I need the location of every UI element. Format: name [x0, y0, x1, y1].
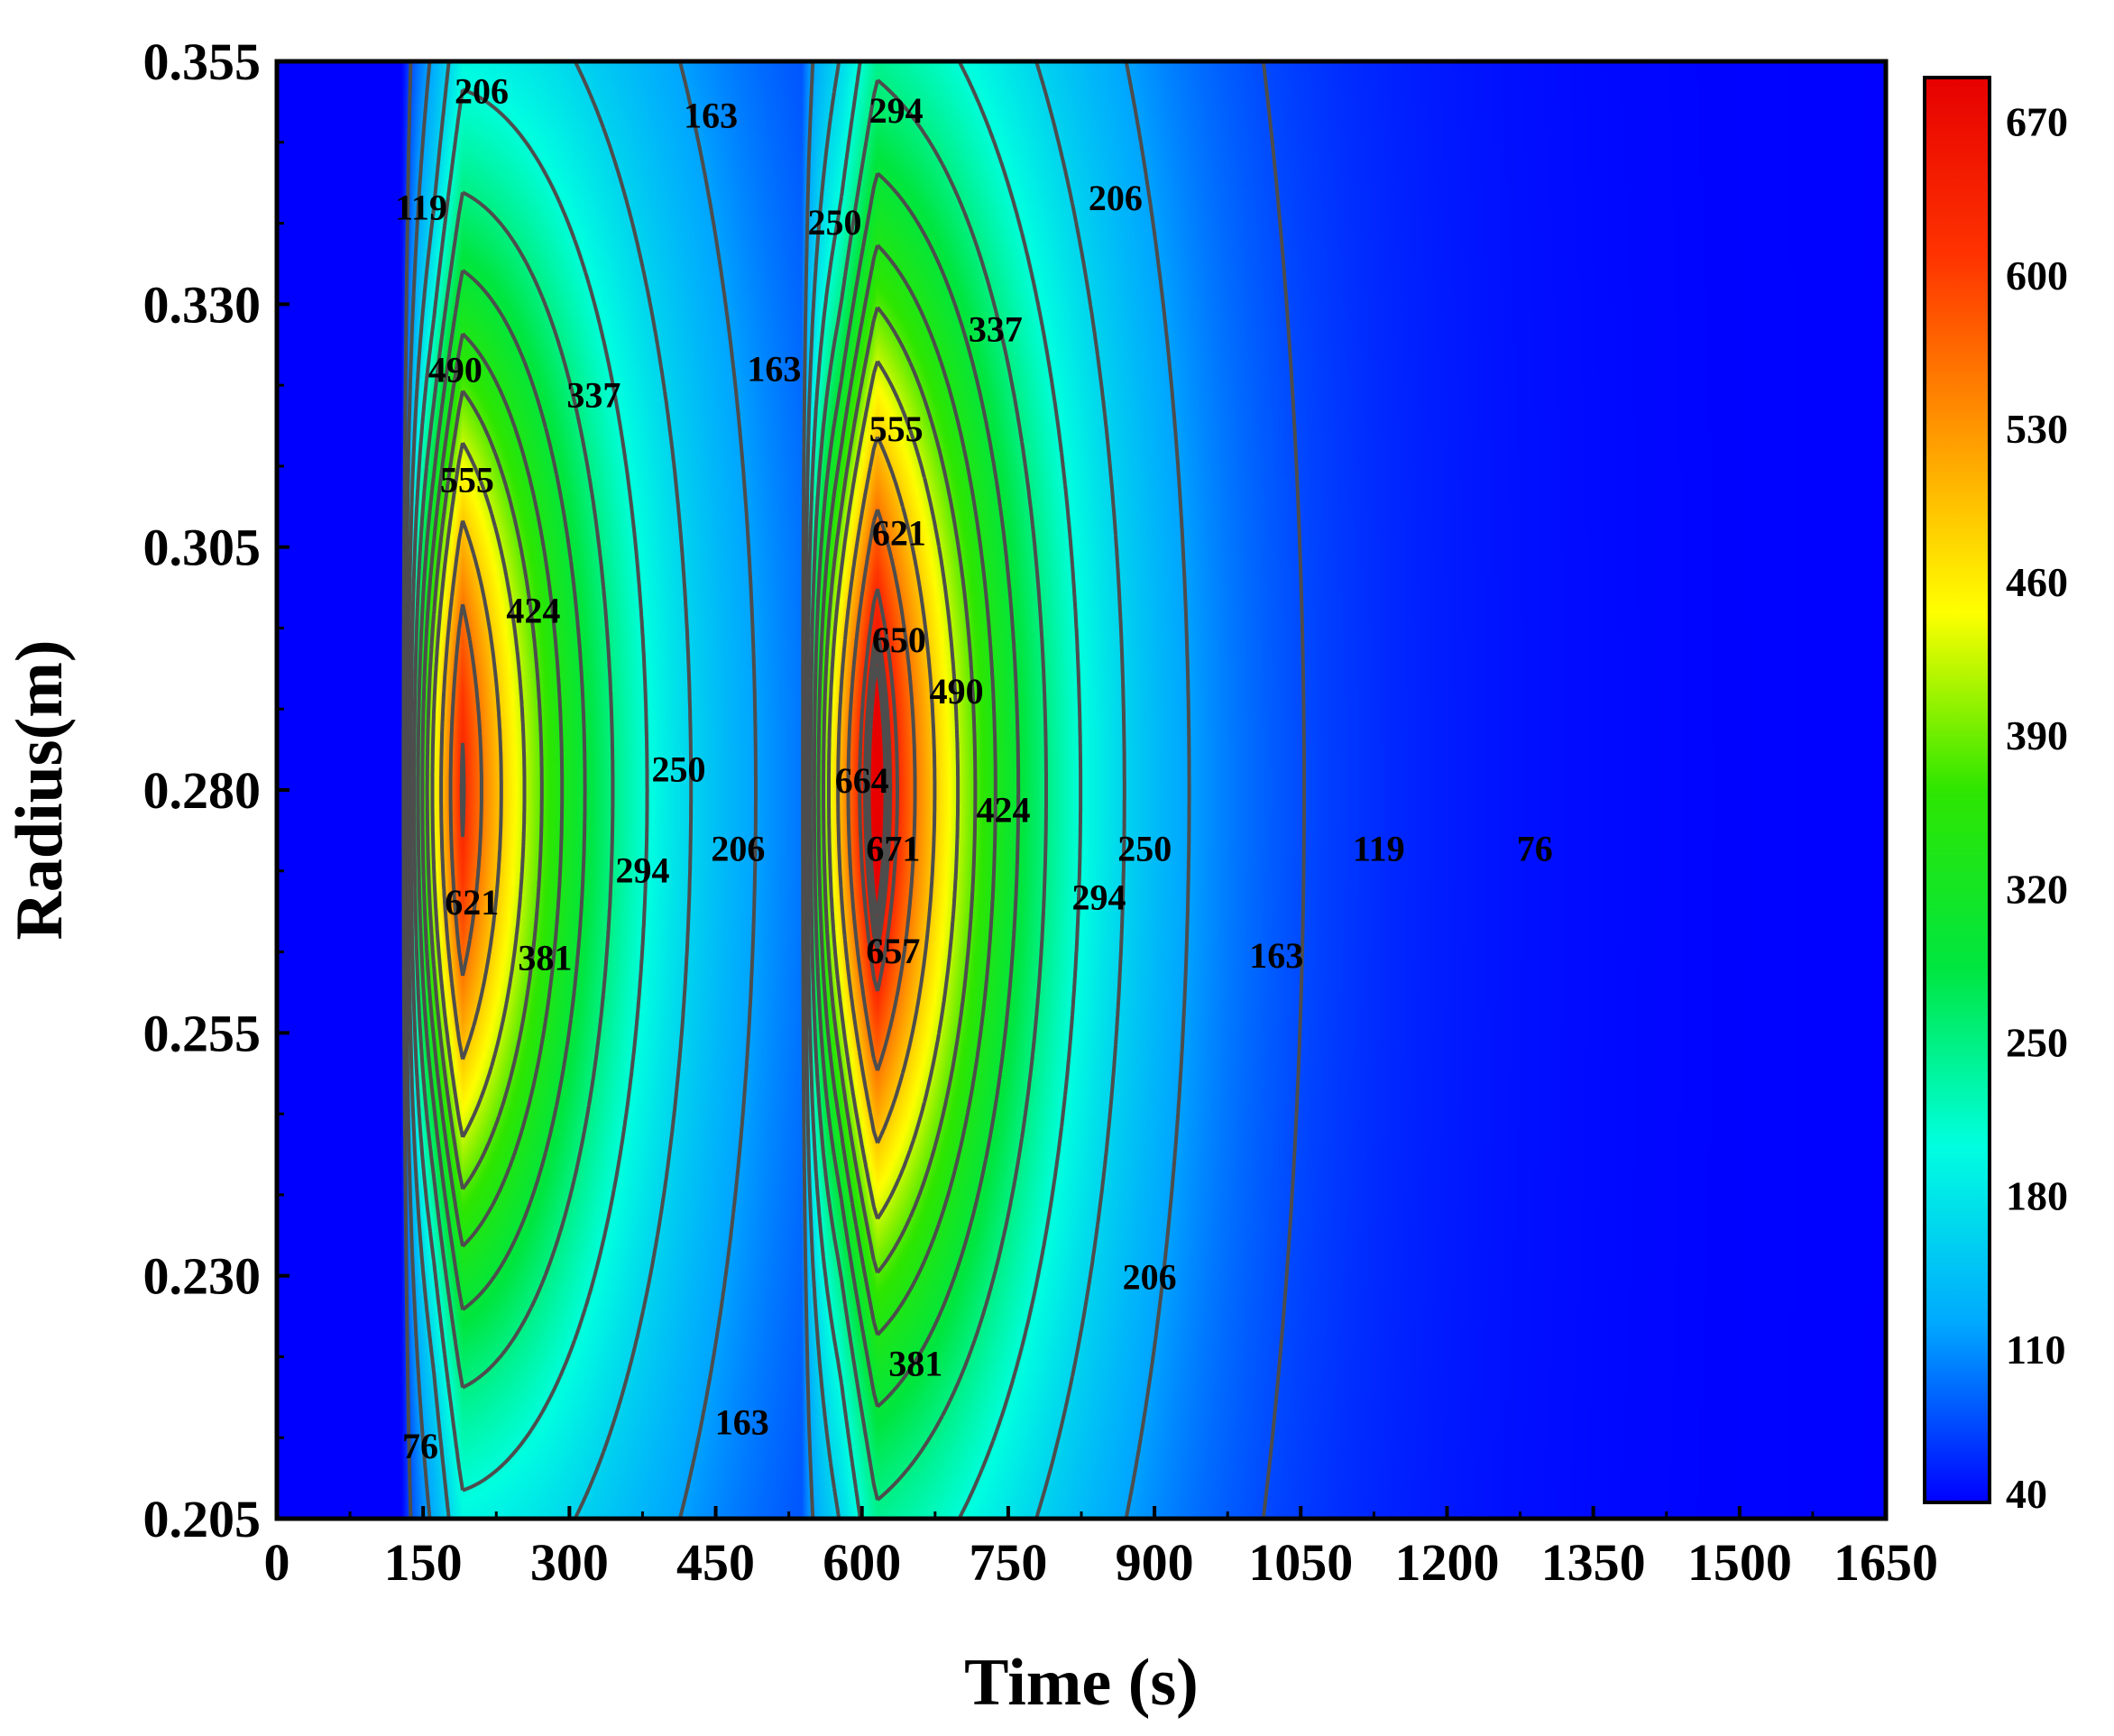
colorbar-ticks: 40 110 180 250 320 390 460 530 600 670 [2006, 99, 2068, 1517]
x-tick-label: 0 [264, 1533, 290, 1592]
x-tick-label: 600 [823, 1533, 901, 1592]
contour-line-119 [404, 62, 1191, 1518]
contour-line-621 [459, 588, 899, 992]
x-tick-label: 1050 [1248, 1533, 1353, 1592]
contour-label: 163 [684, 95, 738, 135]
contour-label: 671 [866, 829, 920, 869]
x-tick-label: 1500 [1687, 1533, 1792, 1592]
contour-label: 424 [506, 591, 560, 631]
colorbar-tick-label: 110 [2006, 1327, 2065, 1373]
x-tick-label: 1350 [1541, 1533, 1646, 1592]
contour-label: 76 [1517, 829, 1553, 869]
contour-label: 424 [977, 790, 1031, 831]
contour-label: 621 [872, 513, 926, 554]
contour-label: 76 [402, 1426, 438, 1466]
contour-line-337 [420, 243, 997, 1336]
x-tick-label: 300 [530, 1533, 609, 1592]
contour-label: 555 [869, 409, 924, 449]
contour-label: 163 [747, 348, 801, 389]
colorbar-tick-label: 180 [2006, 1173, 2068, 1219]
y-axis-title: Radius(m) [3, 639, 77, 940]
contour-label: 206 [455, 70, 509, 111]
contour-line-490 [439, 436, 937, 1144]
contour-label: 163 [1249, 935, 1303, 976]
y-axis: 0.205 0.230 0.255 0.280 0.305 0.330 0.355 [143, 32, 290, 1548]
x-tick-label: 1650 [1834, 1533, 1938, 1592]
x-tick-label: 900 [1116, 1533, 1194, 1592]
contour-label: 250 [1117, 829, 1172, 869]
contour-label: 555 [440, 459, 494, 500]
contour-label: 163 [715, 1401, 769, 1442]
y-tick-label: 0.305 [143, 519, 262, 577]
colorbar: 40 110 180 250 320 390 460 530 600 670 [1923, 76, 2068, 1517]
contour-line-381 [425, 306, 978, 1274]
colorbar-gradient [1923, 76, 1991, 1504]
y-tick-label: 0.355 [143, 32, 262, 91]
y-tick-label: 0.230 [143, 1247, 262, 1306]
contour-line-163 [406, 62, 1126, 1518]
x-tick-label: 150 [384, 1533, 463, 1592]
x-axis-title: Time (s) [964, 1646, 1199, 1720]
contour-line-76 [401, 62, 1306, 1518]
y-tick-label: 0.330 [143, 275, 262, 334]
contour-label: 294 [869, 90, 924, 131]
colorbar-tick-label: 600 [2006, 253, 2068, 299]
colorbar-tick-label: 670 [2006, 99, 2068, 145]
contour-label: 664 [835, 760, 889, 801]
contour-label: 490 [930, 671, 984, 712]
contour-label: 650 [872, 620, 926, 660]
contour-label: 206 [1089, 178, 1143, 218]
colorbar-tick-label: 460 [2006, 559, 2068, 605]
y-tick-label: 0.255 [143, 1004, 262, 1062]
contour-label: 381 [888, 1344, 942, 1384]
y-tick-label: 0.205 [143, 1490, 262, 1548]
contour-line-671 [867, 665, 887, 915]
contour-label: 294 [1071, 877, 1126, 918]
contour-label: 657 [866, 931, 920, 971]
x-axis: 0 150 300 450 600 750 900 1050 1200 1350 1500 1650 [264, 1506, 1938, 1592]
contour-line-294 [416, 171, 1021, 1409]
contour-label: 119 [1353, 829, 1405, 869]
contour-label: 490 [428, 350, 483, 390]
colorbar-tick-label: 530 [2006, 406, 2068, 452]
x-tick-label: 450 [676, 1533, 755, 1592]
contour-label: 621 [445, 882, 499, 923]
y-tick-label: 0.280 [143, 761, 262, 820]
contour-line-206 [409, 62, 1083, 1518]
contour-label: 206 [1123, 1257, 1177, 1298]
colorbar-tick-label: 40 [2006, 1471, 2047, 1517]
contour-line-555 [448, 509, 917, 1071]
contour-line-424 [430, 360, 960, 1220]
contour-label: 337 [969, 308, 1023, 349]
colorbar-tick-label: 320 [2006, 866, 2068, 912]
contour-label: 337 [566, 375, 620, 416]
x-tick-label: 1200 [1394, 1533, 1499, 1592]
x-tick-label: 750 [969, 1533, 1047, 1592]
contour-line-250 [412, 78, 1048, 1502]
contour-label: 119 [395, 188, 447, 228]
contour-label: 250 [651, 749, 705, 789]
contour-lines [401, 62, 1306, 1518]
colorbar-tick-label: 250 [2006, 1020, 2068, 1066]
contour-label: 381 [518, 937, 572, 978]
colorbar-tick-label: 390 [2006, 712, 2068, 758]
contour-label: 206 [711, 829, 765, 869]
contour-label: 250 [807, 202, 861, 243]
contour-label: 294 [615, 850, 669, 890]
